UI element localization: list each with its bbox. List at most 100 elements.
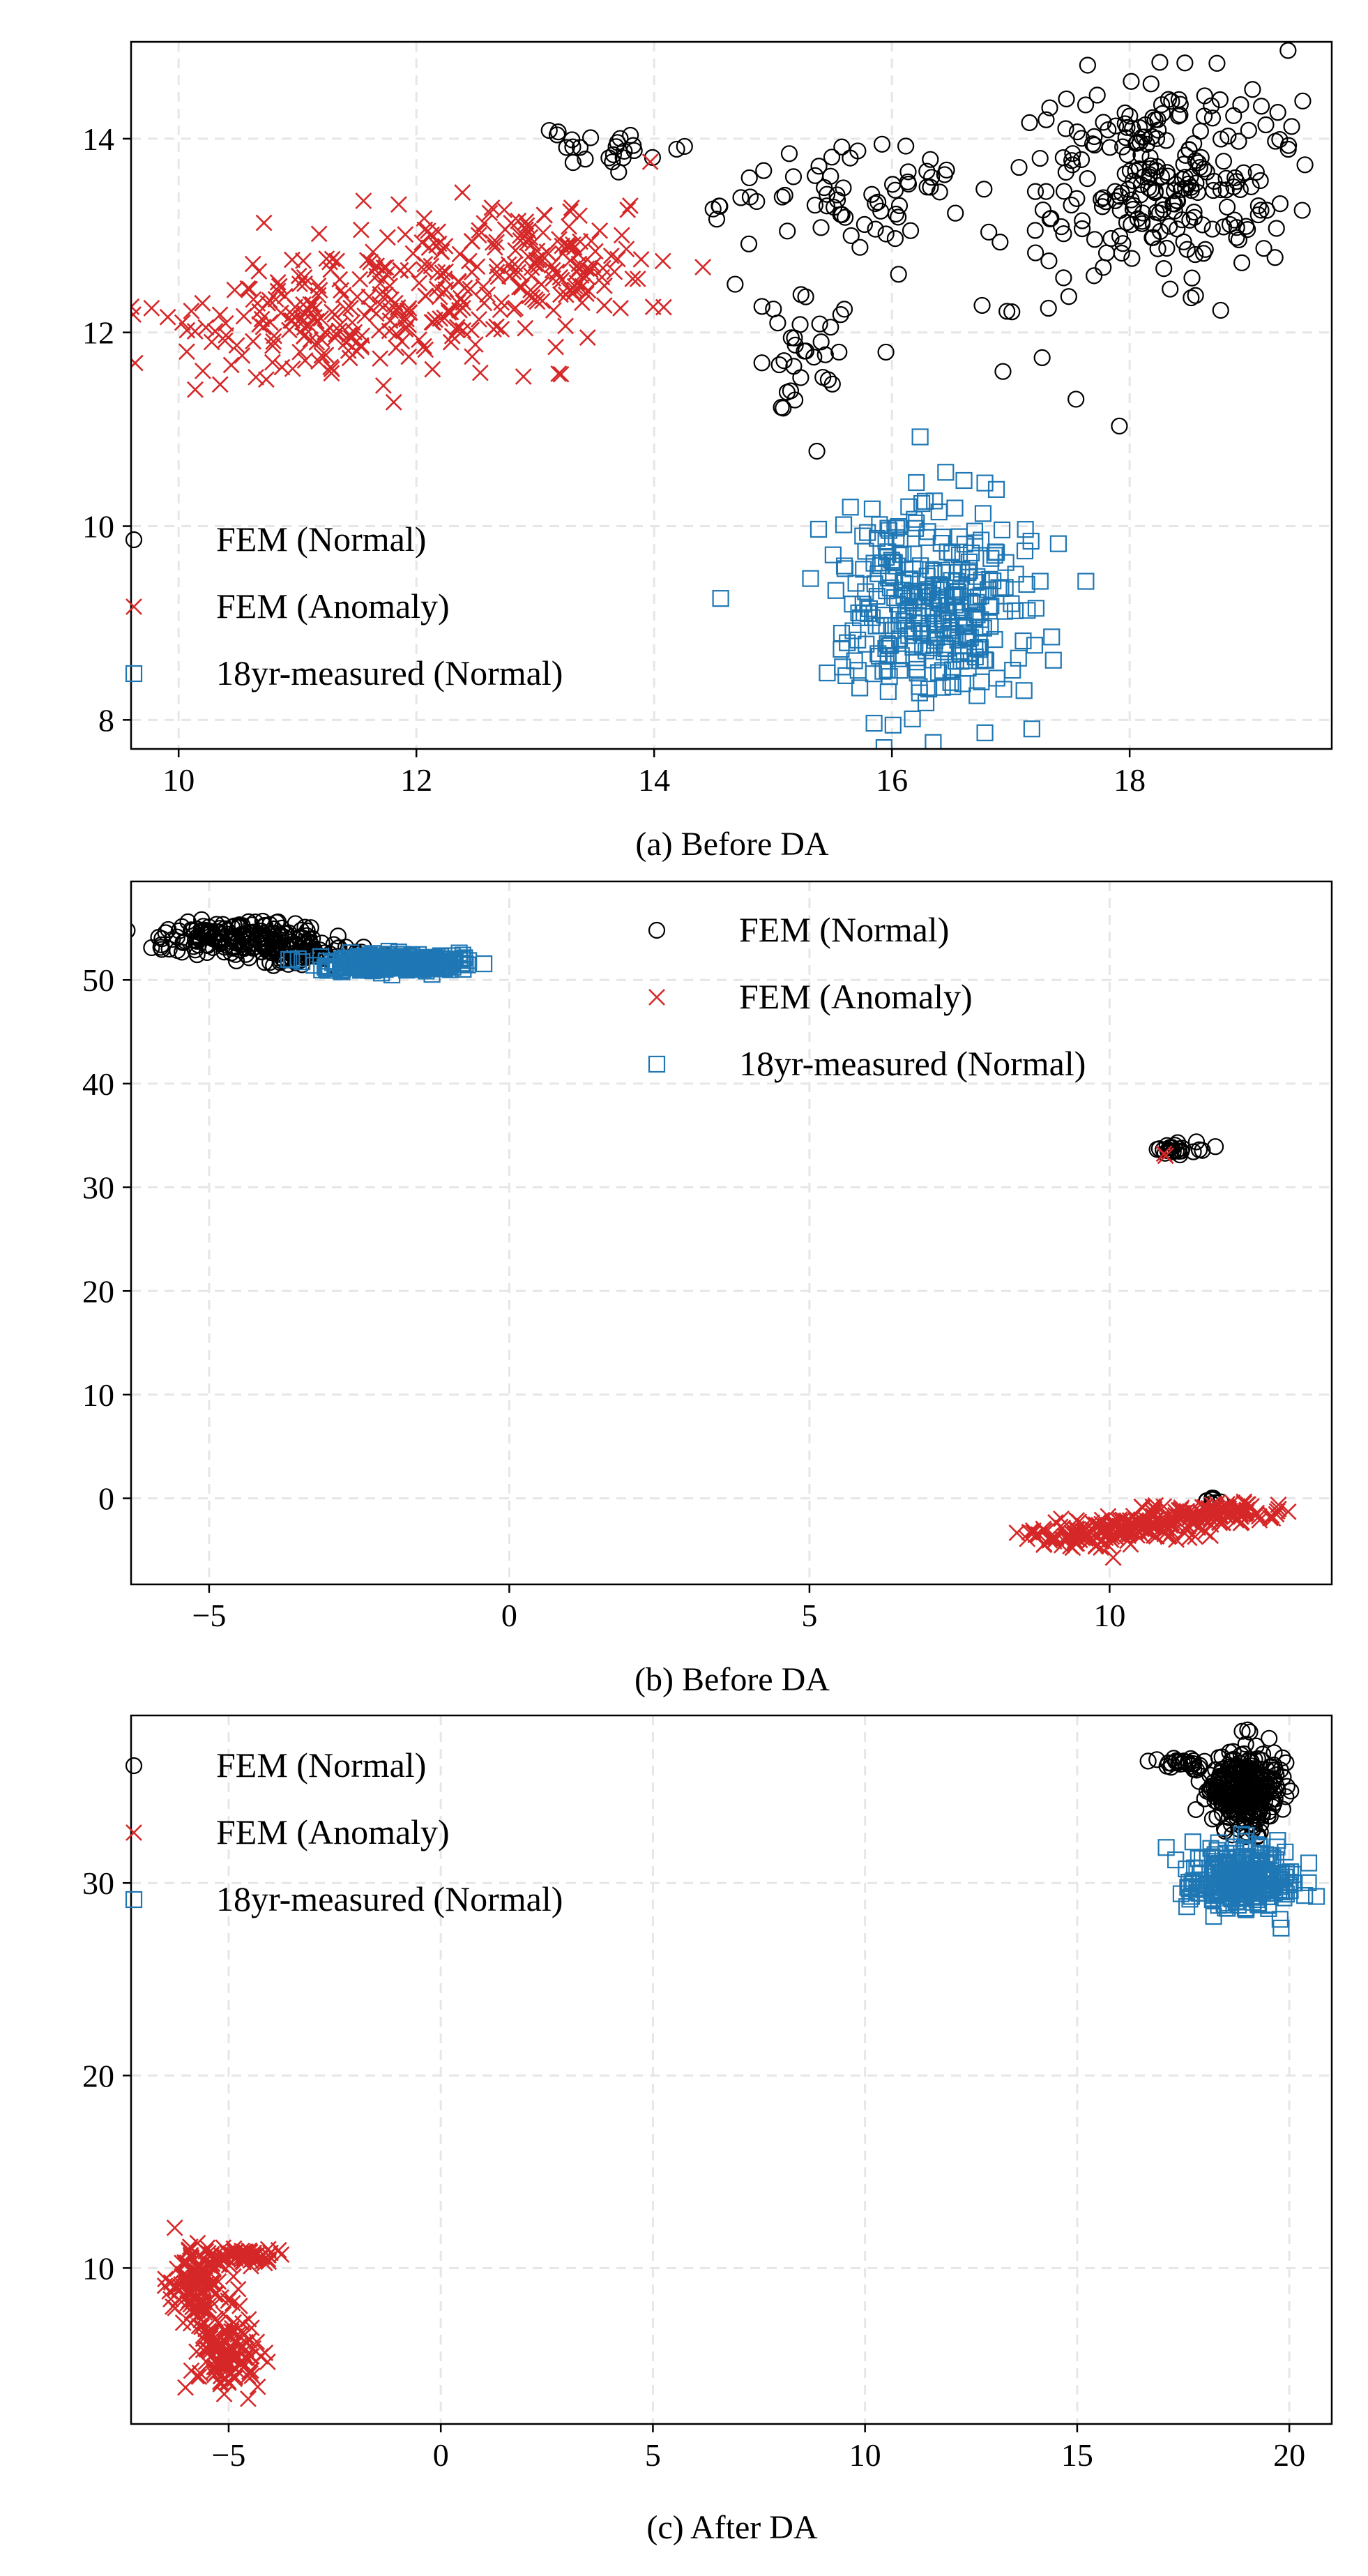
data-point bbox=[545, 270, 562, 287]
data-point bbox=[833, 138, 851, 156]
data-point bbox=[1240, 121, 1257, 139]
data-point bbox=[322, 261, 340, 278]
data-point bbox=[1190, 1871, 1208, 1889]
data-point bbox=[1220, 1777, 1238, 1794]
data-point bbox=[880, 569, 897, 587]
data-point bbox=[1182, 1503, 1199, 1520]
data-point bbox=[836, 560, 854, 577]
data-point bbox=[344, 314, 361, 331]
data-point bbox=[496, 221, 514, 238]
data-point bbox=[318, 250, 335, 267]
data-point bbox=[521, 287, 538, 305]
data-point bbox=[383, 291, 400, 308]
data-point bbox=[1018, 575, 1035, 593]
data-point bbox=[982, 550, 1000, 567]
data-point bbox=[481, 204, 499, 222]
data-point bbox=[1134, 1499, 1151, 1517]
data-point bbox=[342, 330, 360, 347]
data-point bbox=[591, 222, 609, 239]
data-point bbox=[1164, 195, 1182, 213]
legend-marker bbox=[125, 1891, 143, 1909]
legend-label: FEM (Anomaly) bbox=[216, 586, 450, 626]
data-point bbox=[265, 941, 282, 958]
data-point bbox=[293, 953, 311, 971]
data-point bbox=[417, 341, 434, 358]
data-point bbox=[926, 492, 943, 510]
data-point bbox=[812, 333, 830, 351]
data-point bbox=[1202, 1840, 1219, 1857]
y-tick-label: 40 bbox=[82, 1066, 114, 1102]
data-point bbox=[395, 957, 413, 974]
data-point bbox=[302, 936, 319, 953]
data-point bbox=[215, 2386, 233, 2403]
x-tick-label: 0 bbox=[501, 1598, 517, 1633]
data-point bbox=[1229, 1884, 1246, 1902]
legend-marker bbox=[125, 531, 143, 549]
data-point bbox=[1223, 1891, 1241, 1908]
data-point bbox=[273, 304, 289, 321]
data-point bbox=[1265, 1772, 1282, 1790]
data-point bbox=[471, 310, 487, 328]
data-point bbox=[1207, 1761, 1224, 1778]
data-point bbox=[1261, 1729, 1278, 1747]
data-point bbox=[1215, 153, 1233, 170]
data-point bbox=[265, 333, 282, 350]
data-point bbox=[1258, 202, 1276, 219]
data-point bbox=[1023, 720, 1040, 738]
data-point bbox=[844, 622, 862, 639]
data-point bbox=[552, 286, 569, 303]
data-point bbox=[1055, 225, 1072, 243]
data-point bbox=[1257, 1846, 1275, 1863]
data-point bbox=[1218, 198, 1236, 216]
data-point bbox=[1255, 240, 1272, 257]
data-point bbox=[769, 314, 786, 332]
data-point bbox=[535, 224, 552, 241]
data-point bbox=[1151, 222, 1169, 240]
data-point bbox=[971, 641, 988, 658]
y-tick-label: 20 bbox=[82, 1273, 114, 1309]
data-point bbox=[819, 664, 836, 682]
data-point bbox=[212, 925, 229, 943]
data-point bbox=[301, 317, 318, 334]
data-point bbox=[923, 586, 941, 605]
data-point bbox=[1047, 1529, 1065, 1547]
data-point bbox=[245, 2340, 262, 2357]
data-point bbox=[1194, 1142, 1211, 1159]
data-point bbox=[1211, 91, 1229, 109]
data-point bbox=[358, 955, 376, 973]
data-point bbox=[385, 393, 402, 411]
data-point bbox=[863, 500, 881, 517]
data-point bbox=[922, 151, 939, 168]
data-point bbox=[195, 921, 212, 939]
data-point bbox=[211, 306, 229, 324]
data-point bbox=[1300, 1854, 1318, 1872]
data-point bbox=[454, 299, 471, 317]
data-point bbox=[165, 2298, 181, 2315]
data-point bbox=[364, 945, 381, 962]
data-point bbox=[614, 149, 632, 167]
data-point bbox=[1135, 168, 1153, 185]
data-point bbox=[475, 278, 492, 296]
data-point bbox=[1219, 128, 1237, 145]
series-2 bbox=[1157, 1826, 1325, 1937]
data-point bbox=[1158, 164, 1176, 181]
data-point bbox=[992, 579, 1010, 598]
data-point bbox=[442, 333, 459, 351]
data-point bbox=[1104, 1549, 1122, 1566]
data-point bbox=[1261, 1882, 1279, 1900]
data-point bbox=[833, 624, 851, 642]
data-point bbox=[925, 734, 942, 749]
data-point bbox=[732, 189, 750, 206]
data-point bbox=[622, 197, 639, 214]
data-point bbox=[1233, 1801, 1250, 1818]
data-point bbox=[712, 590, 729, 607]
data-point bbox=[856, 215, 874, 234]
data-point bbox=[986, 630, 1003, 649]
data-point bbox=[143, 299, 160, 317]
data-point bbox=[577, 285, 595, 303]
data-point bbox=[899, 175, 918, 193]
data-point bbox=[975, 181, 993, 198]
data-point bbox=[922, 561, 939, 578]
data-point bbox=[550, 365, 568, 382]
data-point bbox=[881, 668, 898, 685]
